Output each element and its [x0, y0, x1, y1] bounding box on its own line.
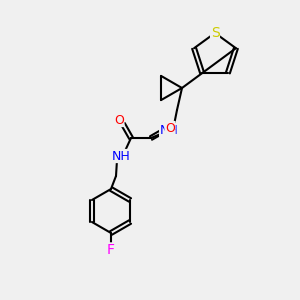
- Text: O: O: [114, 113, 124, 127]
- Text: NH: NH: [112, 149, 130, 163]
- Text: O: O: [165, 122, 175, 134]
- Text: NH: NH: [160, 124, 178, 136]
- Text: F: F: [107, 243, 115, 257]
- Text: S: S: [211, 26, 219, 40]
